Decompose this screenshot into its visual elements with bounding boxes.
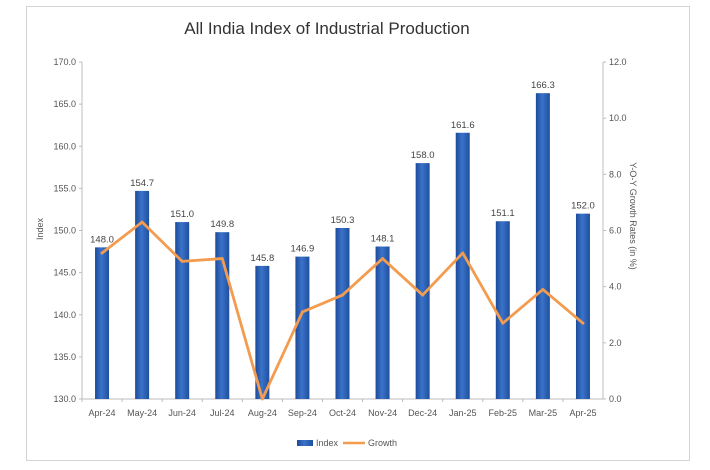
y-axis-title: Index <box>35 217 45 240</box>
bar-value-label: 152.0 <box>571 201 595 212</box>
bar-value-label: 158.0 <box>411 150 435 161</box>
bar-index <box>95 247 110 399</box>
growth-point <box>421 293 425 297</box>
bar-index <box>495 221 510 399</box>
right-axis-title: Y-O-Y Growth Rates (in %) <box>628 162 638 270</box>
y-tick-label: 170.0 <box>53 57 76 67</box>
bar-index <box>295 256 310 399</box>
bar-index <box>415 163 430 399</box>
bar-index <box>375 246 390 399</box>
growth-point <box>501 321 505 325</box>
x-tick-label: Jun-24 <box>168 408 196 418</box>
bar-value-label: 154.7 <box>130 178 154 189</box>
y-tick-label: 165.0 <box>53 99 76 109</box>
bar-value-label: 148.0 <box>90 234 114 245</box>
bar-index <box>255 265 270 399</box>
bar-value-label: 150.3 <box>331 215 355 226</box>
x-tick-label: Oct-24 <box>329 408 356 418</box>
right-tick-label: 8.0 <box>609 169 622 179</box>
bar-value-label: 149.8 <box>210 219 234 230</box>
growth-point <box>461 251 465 255</box>
bar-index <box>335 227 350 399</box>
y-tick-label: 145.0 <box>53 268 76 278</box>
right-tick-label: 12.0 <box>609 57 627 67</box>
x-tick-label: Sep-24 <box>288 408 317 418</box>
bar-index <box>535 93 550 400</box>
bar-value-label: 146.9 <box>291 244 315 255</box>
growth-point <box>341 293 344 297</box>
y-tick-label: 135.0 <box>53 352 76 362</box>
legend-swatch-index <box>297 440 313 446</box>
x-tick-label: Nov-24 <box>368 408 397 418</box>
growth-point <box>541 288 545 291</box>
growth-point <box>100 251 104 255</box>
bar-value-label: 161.6 <box>451 120 475 131</box>
bar-value-label: 151.1 <box>491 208 515 219</box>
x-tick-label: Jul-24 <box>210 408 235 418</box>
bar-value-label: 145.8 <box>250 253 274 264</box>
bar-value-label: 148.1 <box>371 234 395 245</box>
right-tick-label: 10.0 <box>609 113 627 123</box>
right-tick-label: 4.0 <box>609 282 622 292</box>
x-tick-label: Feb-25 <box>489 408 518 418</box>
right-tick-label: 0.0 <box>609 394 622 404</box>
y-tick-label: 155.0 <box>53 183 76 193</box>
x-tick-label: Aug-24 <box>248 408 277 418</box>
legend-label-index: Index <box>316 438 339 448</box>
right-tick-label: 2.0 <box>609 338 622 348</box>
legend: Index Growth <box>297 438 397 448</box>
legend-label-growth: Growth <box>368 438 397 448</box>
chart-frame: All India Index of Industrial Production… <box>26 6 690 461</box>
y-tick-label: 150.0 <box>53 226 76 236</box>
bar-index <box>135 190 150 399</box>
bar-index <box>455 132 470 399</box>
growth-point <box>260 397 264 401</box>
growth-point <box>180 259 184 263</box>
bar-value-label: 166.3 <box>531 80 555 91</box>
growth-point <box>301 310 304 314</box>
x-tick-label: Apr-25 <box>569 408 596 418</box>
bar-value-label: 151.0 <box>170 209 194 220</box>
growth-point <box>140 220 144 224</box>
right-tick-label: 6.0 <box>609 226 622 236</box>
growth-point <box>220 257 224 260</box>
x-tick-label: Jan-25 <box>449 408 477 418</box>
bar-index <box>175 222 190 399</box>
x-tick-label: Apr-24 <box>89 408 116 418</box>
growth-point <box>381 257 384 260</box>
iip-chart: All India Index of Industrial Production… <box>35 19 638 448</box>
x-tick-label: Dec-24 <box>408 408 437 418</box>
plot-area: 130.0 135.0 140.0 145.0 150.0 155.0 160.0 165.0… <box>53 57 626 418</box>
y-tick-label: 160.0 <box>53 141 76 151</box>
chart-title: All India Index of Industrial Production <box>184 19 469 38</box>
x-tick-label: May-24 <box>127 408 157 418</box>
growth-point <box>581 321 585 325</box>
y-tick-label: 140.0 <box>53 310 76 320</box>
x-tick-label: Mar-25 <box>529 408 558 418</box>
y-tick-label: 130.0 <box>53 394 76 404</box>
bar-index <box>575 213 590 399</box>
